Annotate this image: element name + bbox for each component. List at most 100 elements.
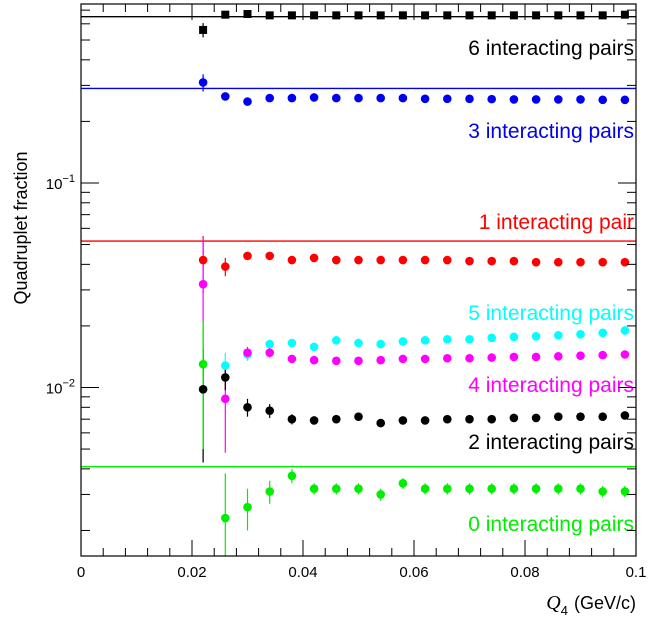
- data-point-3-interacting-pairs: [420, 94, 430, 104]
- data-point-6-interacting-pairs: [532, 11, 541, 20]
- data-point-6-interacting-pairs: [554, 11, 563, 20]
- data-point-1-interacting-pair: [620, 257, 630, 267]
- data-point-5-interacting-pairs: [221, 361, 230, 370]
- series-labels: 6 interacting pairs 3 interacting pairs 1 …: [468, 37, 634, 536]
- x-axis-unit: (GeV/c): [574, 593, 636, 613]
- data-point-2-interacting-pairs: [398, 416, 408, 425]
- data-point-4-interacting-pairs: [620, 350, 630, 359]
- data-point-2-interacting-pairs: [620, 411, 630, 420]
- data-point-0-interacting-pairs: [465, 484, 474, 494]
- data-point-0-interacting-pairs: [376, 490, 386, 499]
- data-point-1-interacting-pair: [531, 257, 541, 267]
- data-point-1-interacting-pair: [465, 256, 474, 266]
- data-point-3-interacting-pairs: [531, 95, 541, 104]
- data-point-2-interacting-pairs: [531, 413, 541, 423]
- data-point-4-interacting-pairs: [221, 394, 230, 404]
- x-tick-label: 0.08: [510, 564, 539, 581]
- data-point-5-interacting-pairs: [598, 328, 607, 338]
- data-point-3-interacting-pairs: [598, 95, 607, 105]
- data-point-5-interacting-pairs: [487, 333, 497, 343]
- data-point-5-interacting-pairs: [465, 335, 474, 344]
- data-point-3-interacting-pairs: [332, 93, 341, 103]
- data-point-6-interacting-pairs: [421, 11, 430, 20]
- series-label-2-interacting-pairs: 2 interacting pairs: [468, 431, 634, 454]
- data-point-1-interacting-pair: [332, 255, 341, 265]
- data-point-0-interacting-pairs: [598, 487, 607, 496]
- data-point-2-interacting-pairs: [420, 416, 430, 425]
- data-point-1-interacting-pair: [398, 255, 408, 265]
- data-point-6-interacting-pairs: [487, 11, 496, 20]
- data-point-2-interacting-pairs: [554, 412, 563, 421]
- data-point-1-interacting-pair: [509, 256, 519, 266]
- data-point-5-interacting-pairs: [398, 337, 408, 346]
- data-point-2-interacting-pairs: [576, 412, 585, 421]
- data-point-1-interacting-pair: [287, 255, 297, 265]
- data-point-5-interacting-pairs: [576, 330, 585, 339]
- data-point-2-interacting-pairs: [443, 414, 452, 424]
- x-tick-label: 0.06: [399, 564, 428, 581]
- data-point-0-interacting-pairs: [554, 484, 563, 494]
- data-point-2-interacting-pairs: [221, 373, 230, 382]
- data-point-6-interacting-pairs: [509, 11, 518, 20]
- data-point-6-interacting-pairs: [376, 11, 385, 20]
- data-point-1-interacting-pair: [487, 256, 497, 266]
- error-bars: [202, 12, 626, 556]
- data-point-6-interacting-pairs: [465, 11, 474, 20]
- data-point-3-interacting-pairs: [354, 93, 363, 103]
- data-point-6-interacting-pairs: [598, 11, 607, 20]
- data-point-1-interacting-pair: [221, 262, 230, 271]
- data-point-3-interacting-pairs: [376, 93, 386, 103]
- data-point-0-interacting-pairs: [420, 484, 430, 494]
- data-point-1-interacting-pair: [598, 257, 607, 267]
- data-point-3-interacting-pairs: [443, 94, 452, 104]
- x-tick-label: 0: [77, 564, 85, 581]
- x-axis-subscript: 4: [561, 603, 568, 618]
- data-point-4-interacting-pairs: [398, 354, 408, 364]
- data-point-3-interacting-pairs: [554, 95, 563, 104]
- data-point-0-interacting-pairs: [332, 484, 341, 494]
- plot-frame: [80, 3, 637, 557]
- y-axis-title: Quadruplet fraction: [11, 151, 31, 304]
- data-point-2-interacting-pairs: [509, 413, 519, 423]
- data-point-1-interacting-pair: [576, 257, 585, 267]
- data-point-0-interacting-pairs: [309, 484, 319, 494]
- data-point-1-interacting-pair: [554, 257, 563, 267]
- reference-lines: [81, 16, 636, 468]
- data-point-6-interacting-pairs: [199, 25, 208, 34]
- data-point-5-interacting-pairs: [531, 331, 541, 341]
- x-tick-label: 0.1: [626, 564, 647, 581]
- data-point-1-interacting-pair: [198, 255, 208, 265]
- data-point-4-interacting-pairs: [554, 352, 563, 361]
- data-point-4-interacting-pairs: [354, 356, 363, 366]
- x-tick-label: 0.04: [288, 564, 317, 581]
- data-point-4-interacting-pairs: [531, 352, 541, 362]
- data-point-0-interacting-pairs: [265, 487, 275, 496]
- data-point-0-interacting-pairs: [531, 484, 541, 494]
- data-point-1-interacting-pair: [376, 255, 386, 265]
- data-point-5-interacting-pairs: [309, 342, 319, 352]
- series-label-6-interacting-pairs: 6 interacting pairs: [468, 37, 634, 60]
- data-point-0-interacting-pairs: [221, 513, 230, 523]
- data-point-3-interacting-pairs: [465, 94, 474, 104]
- data-point-6-interacting-pairs: [443, 11, 452, 20]
- x-axis-title: Q4 (GeV/c): [546, 592, 636, 618]
- data-point-6-interacting-pairs: [398, 11, 407, 20]
- data-point-4-interacting-pairs: [198, 279, 208, 289]
- data-point-5-interacting-pairs: [620, 326, 630, 335]
- data-point-1-interacting-pair: [243, 251, 252, 261]
- data-point-1-interacting-pair: [354, 255, 363, 265]
- data-point-2-interacting-pairs: [287, 414, 297, 424]
- data-point-6-interacting-pairs: [576, 11, 585, 20]
- data-point-0-interacting-pairs: [620, 487, 630, 496]
- data-point-4-interacting-pairs: [487, 353, 497, 362]
- x-tick-label: 0.02: [177, 564, 206, 581]
- data-point-5-interacting-pairs: [332, 336, 341, 345]
- data-point-0-interacting-pairs: [576, 484, 585, 494]
- data-point-2-interacting-pairs: [265, 406, 275, 416]
- data-markers: [198, 10, 630, 523]
- data-point-4-interacting-pairs: [420, 354, 430, 364]
- data-point-2-interacting-pairs: [354, 412, 363, 421]
- data-point-6-interacting-pairs: [243, 10, 252, 19]
- data-point-6-interacting-pairs: [332, 11, 341, 20]
- data-point-1-interacting-pair: [309, 253, 319, 263]
